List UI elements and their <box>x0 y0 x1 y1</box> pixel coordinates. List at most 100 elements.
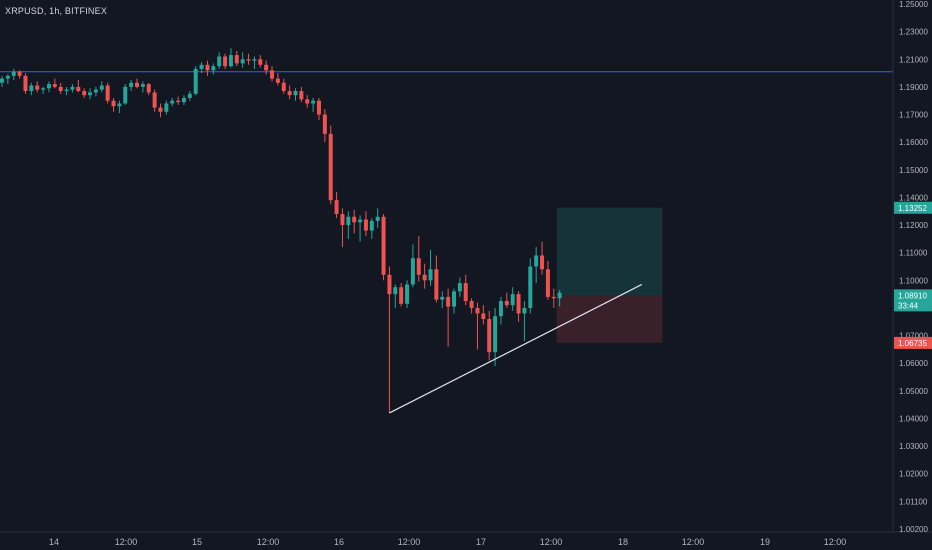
candle <box>540 241 545 275</box>
candle-body <box>152 92 157 108</box>
candle-body <box>205 64 210 71</box>
y-tick-label: 1.01100 <box>899 497 928 506</box>
candle <box>11 68 16 80</box>
candle-body <box>510 294 515 306</box>
candle-body <box>446 296 451 307</box>
x-tick-label: 19 <box>760 537 770 547</box>
candle <box>205 60 210 76</box>
candle <box>557 289 562 307</box>
x-tick-label: 16 <box>334 537 344 547</box>
candle <box>252 56 257 69</box>
candle <box>211 63 216 75</box>
candle-body <box>111 100 116 107</box>
candle <box>176 96 181 105</box>
candle <box>446 288 451 347</box>
candle-body <box>405 284 410 304</box>
candle-body <box>498 301 503 317</box>
candle-body <box>11 71 16 76</box>
candle <box>270 66 275 82</box>
candle-body <box>187 93 192 98</box>
candle <box>93 86 98 97</box>
candle <box>322 109 327 143</box>
candle-body <box>223 56 228 67</box>
candle-body <box>228 55 233 67</box>
candle-body <box>275 78 280 83</box>
candle-body <box>545 269 550 297</box>
candle <box>240 52 245 68</box>
stop-price-tag-bg <box>894 336 932 349</box>
x-tick-label: 15 <box>192 537 202 547</box>
y-tick-label: 1.02000 <box>899 470 928 479</box>
candle <box>334 191 339 219</box>
target-price-tag: 1.13252 <box>898 204 927 213</box>
candle-body <box>469 301 474 308</box>
candle <box>117 100 122 114</box>
candle-body <box>135 82 140 87</box>
candle-body <box>422 274 427 281</box>
candle-body <box>129 82 134 87</box>
candle <box>76 79 81 93</box>
candle-body <box>5 75 10 79</box>
candle <box>158 103 163 118</box>
candle-body <box>164 103 169 112</box>
candle <box>88 88 93 100</box>
candle-body <box>410 258 415 285</box>
y-tick-label: 1.10000 <box>899 276 928 285</box>
candle-body <box>375 216 380 221</box>
candle <box>481 305 486 325</box>
x-tick-label: 12:00 <box>540 537 563 547</box>
candle <box>545 260 550 300</box>
candle-body <box>58 86 63 92</box>
countdown-label: 33:44 <box>898 301 919 310</box>
candle <box>416 236 421 282</box>
trendline-drawing[interactable] <box>389 283 643 414</box>
candle-body <box>88 92 93 96</box>
candle-body <box>35 85 40 90</box>
target-zone[interactable] <box>556 207 663 296</box>
candle <box>99 81 104 93</box>
candle <box>457 277 462 297</box>
candle <box>305 95 310 108</box>
candle-body <box>193 68 198 94</box>
candle-body <box>264 64 269 71</box>
candle <box>46 81 51 93</box>
candle <box>451 288 456 314</box>
candle-body <box>76 86 81 92</box>
candle <box>58 82 63 94</box>
candle-body <box>246 59 251 61</box>
candle <box>475 302 480 350</box>
candle <box>393 284 398 308</box>
candle <box>70 84 75 93</box>
candle <box>469 298 474 314</box>
candle-body <box>270 70 275 79</box>
candle-body <box>522 307 527 314</box>
candle <box>493 307 498 366</box>
candle <box>29 82 34 96</box>
candle-body <box>504 301 509 306</box>
candle <box>129 79 134 92</box>
y-tick-label: 1.05000 <box>899 387 928 396</box>
candle-body <box>93 89 98 93</box>
x-tick-label: 17 <box>476 537 486 547</box>
y-tick-label: 1.19000 <box>899 83 928 92</box>
candle <box>346 211 351 239</box>
candle-body <box>358 219 363 223</box>
candle-body <box>363 219 368 231</box>
candle <box>534 247 539 284</box>
candle <box>375 208 380 228</box>
y-tick-label: 1.14000 <box>899 193 928 202</box>
candle-body <box>29 85 34 92</box>
candle <box>246 53 251 65</box>
candle-body <box>258 59 263 65</box>
y-tick-label: 1.21000 <box>899 55 928 64</box>
candle-body <box>17 71 22 76</box>
candle <box>64 86 69 96</box>
candle-body <box>46 84 51 89</box>
candle <box>510 287 515 311</box>
candle-body <box>387 274 392 295</box>
candle <box>316 97 321 121</box>
trendline <box>389 283 643 414</box>
candle-body <box>434 269 439 300</box>
candle-body <box>428 269 433 281</box>
